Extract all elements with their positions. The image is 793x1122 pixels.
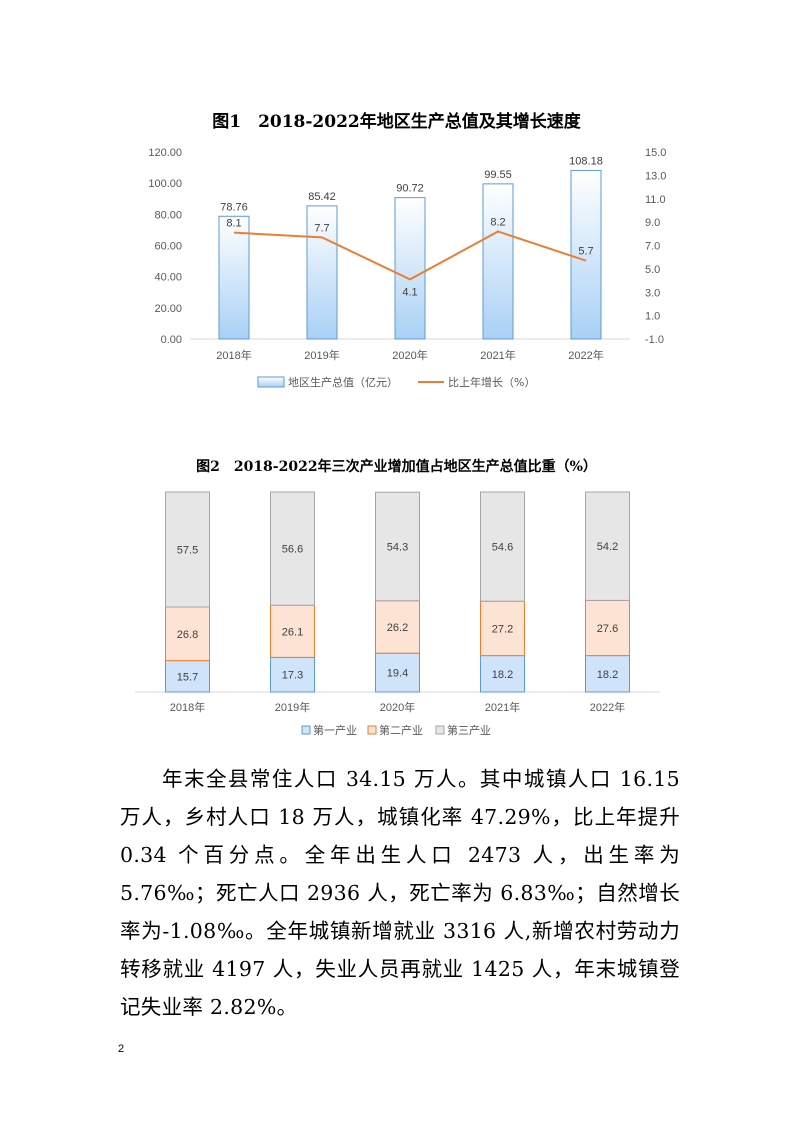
y-tick-label: 120.00 bbox=[148, 147, 182, 159]
gdp-bar-label: 78.76 bbox=[220, 201, 248, 213]
tertiary-segment-label: 57.5 bbox=[177, 545, 198, 557]
y-tick-label: 0.00 bbox=[161, 334, 182, 346]
primary-segment-label: 19.4 bbox=[387, 668, 408, 680]
x-tick-label: 2019年 bbox=[304, 348, 339, 362]
y2-tick-label: 7.0 bbox=[645, 241, 660, 253]
primary-segment-label: 18.2 bbox=[597, 669, 618, 681]
body-paragraph: 年末全县常住人口 34.15 万人。其中城镇人口 16.15 万人，乡村人口 1… bbox=[120, 767, 680, 1019]
y-tick-label: 80.00 bbox=[154, 209, 182, 221]
x-tick-label: 2020年 bbox=[380, 700, 415, 714]
tertiary-segment bbox=[585, 491, 630, 601]
primary-segment bbox=[375, 652, 420, 693]
gdp-bar-label: 90.72 bbox=[396, 183, 424, 195]
growth-point-label: 7.7 bbox=[314, 222, 329, 234]
growth-point-label: 5.7 bbox=[578, 246, 593, 258]
x-tick-label: 2019年 bbox=[275, 700, 310, 714]
y2-tick-label: 3.0 bbox=[645, 287, 660, 299]
x-tick-label: 2018年 bbox=[170, 700, 205, 714]
chart2-title: 图2 2018-2022年三次产业增加值占地区生产总值比重（%） bbox=[196, 459, 597, 475]
secondary-segment bbox=[270, 604, 315, 658]
legend-swatch-primary-segment bbox=[301, 725, 311, 735]
x-tick-label: 2021年 bbox=[485, 700, 520, 714]
y2-tick-label: 15.0 bbox=[645, 147, 666, 159]
page-number: 2 bbox=[118, 1043, 125, 1055]
legend-growth-label: 比上年增长（%） bbox=[448, 375, 535, 389]
y2-tick-label: 1.0 bbox=[645, 311, 660, 323]
gdp-bar-label: 108.18 bbox=[569, 155, 603, 167]
growth-point-label: 4.1 bbox=[402, 286, 417, 298]
legend-gdp-swatch bbox=[257, 376, 285, 388]
chart1-title: 图1 2018-2022年地区生产总值及其增长速度 bbox=[212, 112, 581, 132]
secondary-segment-label: 26.2 bbox=[387, 622, 408, 634]
tertiary-segment bbox=[480, 491, 525, 602]
legend-label-primary-segment: 第一产业 bbox=[313, 723, 357, 737]
secondary-segment bbox=[165, 606, 210, 662]
chart1-svg: 0.00 20.00 40.00 60.00 80.00 100.00 120.00 -1.0… bbox=[148, 147, 666, 389]
growth-point-label: 8.2 bbox=[490, 216, 505, 228]
growth-point-label: 8.1 bbox=[226, 218, 241, 230]
x-tick-label: 2021年 bbox=[480, 348, 515, 362]
chart2-svg: 15.7 26.8 57.5 2018年 17.3 26.1 56.6 2019年 19.4 26… bbox=[135, 491, 660, 737]
gdp-bar-label: 99.55 bbox=[484, 169, 512, 181]
x-tick-label: 2022年 bbox=[568, 348, 603, 362]
x-tick-label: 2018年 bbox=[216, 348, 251, 362]
y2-tick-label: 11.0 bbox=[645, 194, 666, 206]
tertiary-segment-label: 54.3 bbox=[387, 542, 408, 554]
gdp-bar-label: 85.42 bbox=[308, 191, 336, 203]
tertiary-segment bbox=[375, 491, 420, 602]
tertiary-segment-label: 54.2 bbox=[597, 541, 618, 553]
secondary-segment-label: 26.8 bbox=[177, 629, 198, 641]
legend-swatch-tertiary-segment bbox=[435, 725, 445, 735]
growth-line bbox=[233, 230, 587, 281]
legend-gdp-label: 地区生产总值（亿元） bbox=[288, 375, 398, 389]
gdp-bar bbox=[570, 169, 602, 340]
legend-label-secondary-segment: 第二产业 bbox=[379, 723, 423, 737]
primary-segment bbox=[585, 655, 630, 693]
gdp-bar bbox=[482, 183, 514, 340]
y2-tick-label: 5.0 bbox=[645, 264, 660, 276]
y2-tick-label: 13.0 bbox=[645, 170, 666, 182]
tertiary-segment bbox=[270, 491, 315, 606]
tertiary-segment bbox=[165, 491, 210, 608]
gdp-bar bbox=[394, 197, 426, 340]
y2-tick-label: 9.0 bbox=[645, 217, 660, 229]
gdp-bar bbox=[306, 205, 338, 340]
secondary-segment-label: 27.2 bbox=[492, 623, 513, 635]
secondary-segment-label: 26.1 bbox=[282, 626, 303, 638]
primary-segment-label: 17.3 bbox=[282, 670, 303, 682]
gdp-bar bbox=[218, 215, 250, 340]
y-tick-label: 100.00 bbox=[148, 178, 182, 190]
legend-label-tertiary-segment: 第三产业 bbox=[447, 723, 491, 737]
y2-tick-label: -1.0 bbox=[645, 334, 664, 346]
primary-segment-label: 18.2 bbox=[492, 669, 513, 681]
secondary-segment bbox=[585, 599, 630, 657]
secondary-segment bbox=[480, 600, 525, 657]
y-tick-label: 40.00 bbox=[154, 272, 182, 284]
x-tick-label: 2022年 bbox=[590, 700, 625, 714]
primary-segment-label: 15.7 bbox=[177, 671, 198, 683]
primary-segment bbox=[270, 656, 315, 693]
y-tick-label: 20.00 bbox=[154, 303, 182, 315]
primary-segment bbox=[480, 655, 525, 693]
legend-swatch-secondary-segment bbox=[367, 725, 377, 735]
y-tick-label: 60.00 bbox=[154, 241, 182, 253]
tertiary-segment-label: 54.6 bbox=[492, 542, 513, 554]
secondary-segment-label: 27.6 bbox=[597, 623, 618, 635]
x-tick-label: 2020年 bbox=[392, 348, 427, 362]
tertiary-segment-label: 56.6 bbox=[282, 544, 303, 556]
